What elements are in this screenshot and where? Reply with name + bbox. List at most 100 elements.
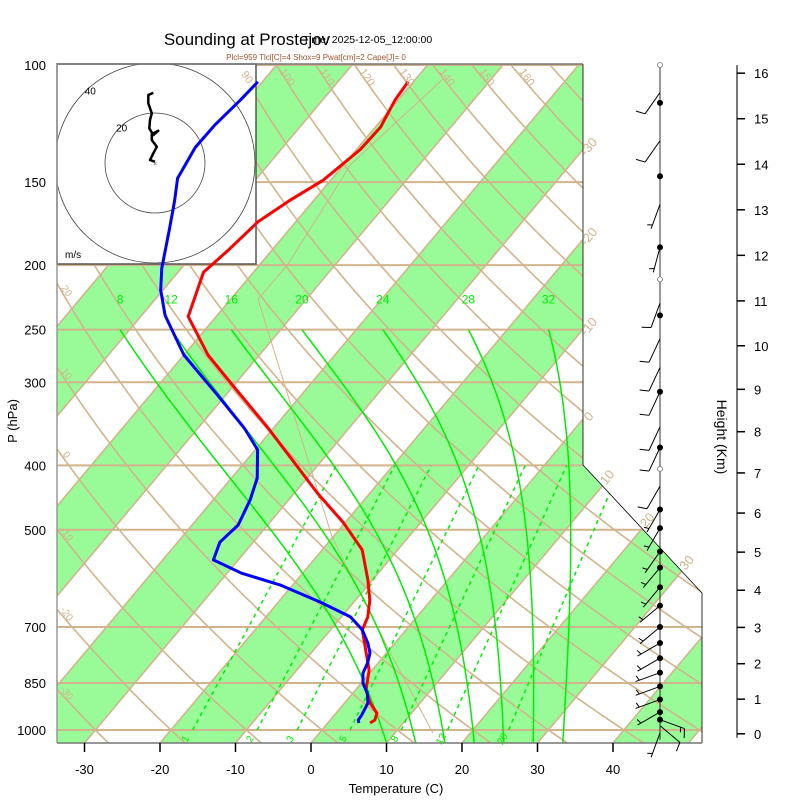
x-tick-label: 0 [307, 762, 314, 777]
dry-adiabat-line [158, 64, 702, 743]
height-tick-label: 7 [754, 466, 761, 481]
moist-adiabat-label: 16 [225, 293, 239, 307]
moist-adiabat-label: 32 [542, 293, 556, 307]
y-axis-label: P (hPa) [5, 399, 20, 443]
height-tick-label: 3 [754, 620, 761, 635]
wind-barb-shaft [635, 699, 661, 709]
isotherm-band [613, 64, 702, 743]
mixing-ratio-line [191, 465, 337, 731]
height-tick-label: 2 [754, 657, 761, 672]
wind-barb-shaft [650, 204, 661, 229]
wind-barb-feather [639, 389, 650, 392]
x-axis-label: Temperature (C) [349, 781, 444, 796]
wind-barb-half-feather [638, 637, 644, 642]
dry-adiabat-line [236, 64, 702, 743]
wind-barb-half-feather [636, 650, 642, 655]
wind-barb-shaft [648, 426, 661, 451]
wind-barb-feather [635, 110, 646, 115]
isotherm-band [57, 64, 504, 743]
wind-level-dot [657, 669, 663, 676]
dry-adiabat-label: 90 [238, 69, 255, 86]
wind-barb-shaft [637, 657, 661, 672]
wind-barb-shaft [635, 685, 661, 696]
moist-adiabat-label: 20 [295, 293, 309, 307]
dry-adiabat-line [57, 64, 493, 743]
wind-barb-shaft [646, 527, 661, 551]
chart-title: Sounding at Prostejov [164, 30, 331, 49]
y-tick-label: 850 [24, 676, 46, 691]
x-tick-label: 30 [530, 762, 544, 777]
wind-barb-shaft [644, 140, 661, 163]
x-tick-label: -10 [226, 762, 245, 777]
wind-barb-half-feather [643, 545, 650, 548]
dry-adiabat-line [57, 64, 110, 743]
wind-barb-feather [639, 469, 650, 472]
wind-level-dot [657, 312, 663, 319]
dry-adiabat-line [57, 64, 340, 743]
dry-adiabat-label: 160 [516, 67, 536, 89]
wind-barb-shaft [648, 391, 661, 416]
dry-adiabat-line [57, 64, 264, 743]
isotherm-line [57, 64, 429, 743]
wind-barb-shaft [637, 711, 661, 726]
y-tick-label: 1000 [17, 723, 46, 738]
isotherm-line [57, 64, 354, 743]
dry-adiabat-line [119, 64, 702, 743]
wind-level-dot [657, 709, 663, 716]
wind-barb-half-feather [636, 719, 642, 724]
wind-level-dot [657, 655, 663, 662]
y-tick-label: 400 [24, 458, 46, 473]
wind-barb-shaft [646, 509, 661, 533]
hodograph-background [57, 64, 256, 264]
wind-level-dot [657, 525, 663, 532]
y-tick-label: 300 [24, 375, 46, 390]
wind-level-dot [657, 548, 663, 555]
height-tick-label: 13 [754, 203, 768, 218]
mixing-ratio-label: 2 [244, 734, 257, 745]
dry-adiabat-label: 120 [356, 67, 376, 89]
wind-level-dot [657, 683, 663, 690]
wind-barb-half-feather [643, 526, 650, 530]
height-tick-label: 16 [754, 66, 768, 81]
wind-barb-half-feather [635, 702, 640, 708]
y-tick-label: 200 [24, 258, 46, 273]
wind-barb-feather [639, 413, 650, 416]
hodograph-ring [57, 64, 256, 264]
mixing-ratio-line [446, 465, 568, 731]
mixing-ratio-label: 12 [434, 731, 449, 747]
dry-adiabat-line [57, 64, 187, 743]
wind-barb-shaft [652, 247, 661, 273]
moist-adiabat-line [547, 329, 572, 743]
moist-adiabat-label: 24 [376, 293, 390, 307]
dry-adiabat-line [314, 64, 702, 743]
moist-adiabat-label: 8 [117, 293, 124, 307]
chart-time: Time: 2025-12-05_12:00:00 [303, 34, 432, 46]
height-tick-label: 11 [754, 294, 768, 309]
mixing-ratio-label: 1 [180, 734, 193, 745]
x-tick-label: 10 [379, 762, 393, 777]
wind-barb-feather [639, 360, 650, 363]
wind-level-dot [657, 388, 663, 395]
mixing-ratio-label: 3 [285, 734, 298, 745]
parcel-path [257, 78, 444, 734]
moist-adiabats [119, 329, 572, 743]
temperature-profile [186, 80, 410, 725]
wind-barb-feather [635, 158, 646, 163]
height-tick-label: 15 [754, 112, 768, 127]
wind-barb-shaft [637, 642, 661, 657]
wind-barb-shaft [659, 725, 681, 743]
wind-barb-shaft [648, 447, 661, 472]
x-tick-label: 40 [606, 762, 620, 777]
moist-adiabat-label: 28 [462, 293, 476, 307]
moist-adiabat-label: 12 [165, 293, 179, 307]
hodograph-origin-marker: × [153, 161, 157, 168]
dewpoint-profile [159, 80, 372, 724]
stability-indices: Plcl=959 Tlcl[C]=4 Shox=9 Pwat[cm]=2 Cap… [226, 53, 406, 62]
hodograph-units: m/s [65, 250, 81, 261]
wind-level-dot [657, 564, 663, 571]
wind-barb-shaft [648, 338, 661, 363]
mixing-ratio-label: 20 [495, 731, 510, 747]
mixing-ratio-lines [191, 465, 623, 731]
moist-adiabat-line [467, 329, 535, 743]
